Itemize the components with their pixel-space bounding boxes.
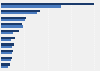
Bar bbox=[1, 32, 13, 34]
Bar bbox=[1, 17, 26, 19]
Bar bbox=[1, 43, 14, 46]
Bar bbox=[1, 52, 12, 54]
Bar bbox=[1, 10, 40, 12]
Bar bbox=[1, 50, 13, 52]
Bar bbox=[1, 3, 94, 5]
Bar bbox=[1, 46, 12, 48]
Bar bbox=[1, 59, 11, 61]
Bar bbox=[1, 39, 11, 41]
Bar bbox=[1, 12, 37, 14]
Bar bbox=[1, 30, 19, 32]
Bar bbox=[1, 5, 61, 8]
Bar bbox=[1, 23, 22, 25]
Bar bbox=[1, 37, 15, 39]
Bar bbox=[1, 57, 12, 59]
Bar bbox=[1, 25, 23, 28]
Bar bbox=[1, 63, 10, 66]
Bar bbox=[1, 19, 24, 21]
Bar bbox=[1, 66, 8, 68]
